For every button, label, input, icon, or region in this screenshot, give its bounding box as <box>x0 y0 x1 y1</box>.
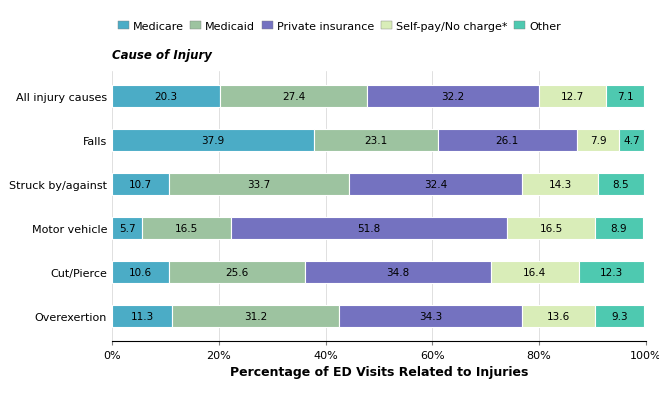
Text: 10.6: 10.6 <box>129 267 152 277</box>
Bar <box>619 130 645 152</box>
Text: 31.2: 31.2 <box>244 312 268 322</box>
Text: 8.5: 8.5 <box>613 180 629 190</box>
Bar <box>507 217 595 239</box>
Bar <box>606 85 645 107</box>
Bar <box>112 261 169 284</box>
Bar <box>112 306 173 328</box>
Bar <box>173 306 339 328</box>
Text: 13.6: 13.6 <box>547 312 570 322</box>
Text: 4.7: 4.7 <box>623 136 640 146</box>
Text: 33.7: 33.7 <box>248 180 271 190</box>
Text: 7.1: 7.1 <box>617 91 633 101</box>
Bar <box>522 174 598 196</box>
Text: 51.8: 51.8 <box>357 223 380 233</box>
Text: Cause of Injury: Cause of Injury <box>112 49 212 61</box>
X-axis label: Percentage of ED Visits Related to Injuries: Percentage of ED Visits Related to Injur… <box>230 365 528 378</box>
Text: 27.4: 27.4 <box>282 91 305 101</box>
Text: 34.8: 34.8 <box>387 267 410 277</box>
Bar <box>339 306 522 328</box>
Bar <box>220 85 366 107</box>
Bar <box>305 261 491 284</box>
Text: 32.4: 32.4 <box>424 180 447 190</box>
Text: 23.1: 23.1 <box>364 136 387 146</box>
Text: 5.7: 5.7 <box>119 223 136 233</box>
Bar <box>314 130 438 152</box>
Bar <box>594 306 645 328</box>
Bar <box>169 174 349 196</box>
Text: 16.4: 16.4 <box>523 267 546 277</box>
Bar <box>577 130 619 152</box>
Text: 14.3: 14.3 <box>548 180 572 190</box>
Bar <box>366 85 538 107</box>
Bar <box>438 130 577 152</box>
Bar <box>522 306 594 328</box>
Text: 32.2: 32.2 <box>441 91 464 101</box>
Text: 20.3: 20.3 <box>155 91 178 101</box>
Text: 7.9: 7.9 <box>590 136 606 146</box>
Text: 12.7: 12.7 <box>561 91 584 101</box>
Bar <box>349 174 522 196</box>
Bar <box>231 217 507 239</box>
Bar <box>112 217 142 239</box>
Text: 37.9: 37.9 <box>202 136 225 146</box>
Text: 34.3: 34.3 <box>419 312 442 322</box>
Bar <box>538 85 606 107</box>
Bar <box>112 174 169 196</box>
Legend: Medicare, Medicaid, Private insurance, Self-pay/No charge*, Other: Medicare, Medicaid, Private insurance, S… <box>117 22 561 32</box>
Text: 10.7: 10.7 <box>129 180 152 190</box>
Text: 16.5: 16.5 <box>540 223 563 233</box>
Text: 16.5: 16.5 <box>175 223 198 233</box>
Bar <box>112 130 314 152</box>
Bar <box>491 261 579 284</box>
Text: 26.1: 26.1 <box>496 136 519 146</box>
Bar <box>112 85 220 107</box>
Bar <box>142 217 231 239</box>
Text: 25.6: 25.6 <box>225 267 248 277</box>
Text: 12.3: 12.3 <box>600 267 623 277</box>
Bar <box>595 217 643 239</box>
Text: 9.3: 9.3 <box>611 312 628 322</box>
Text: 8.9: 8.9 <box>610 223 627 233</box>
Text: 11.3: 11.3 <box>130 312 154 322</box>
Bar <box>598 174 644 196</box>
Bar <box>579 261 645 284</box>
Bar <box>169 261 305 284</box>
